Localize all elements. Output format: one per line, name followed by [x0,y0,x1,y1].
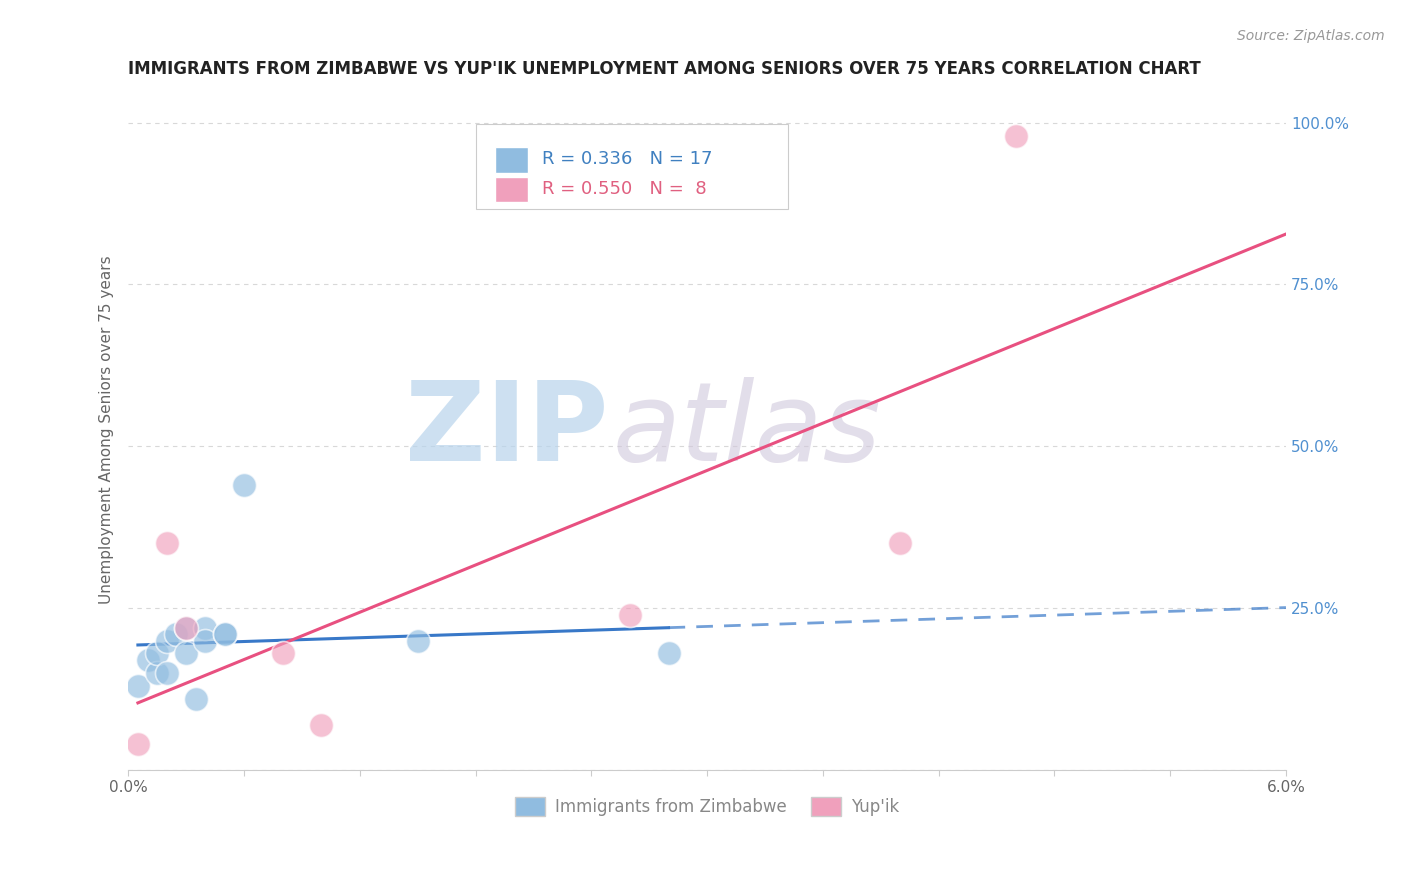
Point [271,647,294,661]
Point [156,665,179,680]
Legend: Immigrants from Zimbabwe, Yup'ik: Immigrants from Zimbabwe, Yup'ik [508,790,907,822]
Point [194,621,217,635]
Text: R = 0.550   N =  8: R = 0.550 N = 8 [541,180,706,198]
Point [146,665,169,680]
Y-axis label: Unemployment Among Seniors over 75 years: Unemployment Among Seniors over 75 years [100,256,114,605]
FancyBboxPatch shape [475,124,789,210]
Point [166,627,188,641]
Point [156,633,179,648]
Text: ZIP: ZIP [405,376,609,483]
Point [1004,128,1026,143]
Point [156,536,179,550]
Point [214,627,236,641]
FancyBboxPatch shape [495,177,527,202]
Point [184,691,207,706]
Point [174,621,197,635]
Text: R = 0.336   N = 17: R = 0.336 N = 17 [541,150,711,168]
Point [233,478,256,492]
Point [214,627,236,641]
Point [619,607,641,622]
FancyBboxPatch shape [495,146,527,172]
Point [174,621,197,635]
Text: Source: ZipAtlas.com: Source: ZipAtlas.com [1237,29,1385,43]
Point [136,653,159,667]
Text: IMMIGRANTS FROM ZIMBABWE VS YUP'IK UNEMPLOYMENT AMONG SENIORS OVER 75 YEARS CORR: IMMIGRANTS FROM ZIMBABWE VS YUP'IK UNEMP… [128,60,1201,78]
Point [194,633,217,648]
Point [889,536,911,550]
Point [309,717,332,731]
Text: atlas: atlas [612,376,880,483]
Point [146,647,169,661]
Point [127,679,149,693]
Point [657,647,679,661]
Point [127,737,149,751]
Point [406,633,429,648]
Point [174,647,197,661]
